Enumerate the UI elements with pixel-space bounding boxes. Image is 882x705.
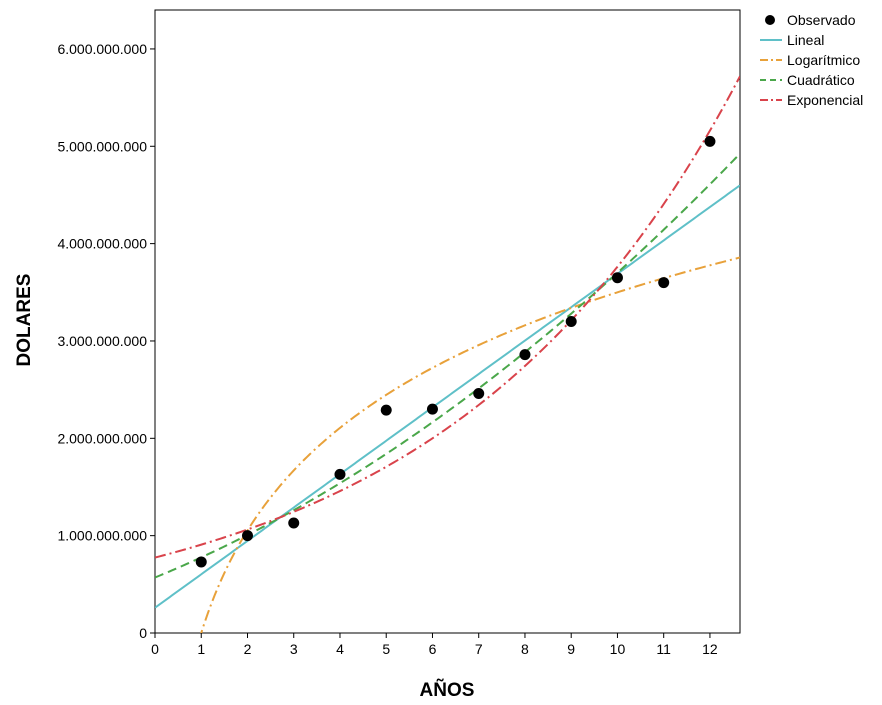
legend: Observado Lineal Logarítmico Cuadrático Expo… bbox=[760, 12, 863, 108]
x-tick-label: 2 bbox=[244, 641, 252, 657]
observed-point bbox=[658, 277, 670, 289]
x-tick-label: 9 bbox=[567, 641, 575, 657]
y-tick-label: 0 bbox=[139, 625, 147, 641]
legend-label-quadratic: Cuadrático bbox=[787, 72, 855, 88]
x-tick-label: 3 bbox=[290, 641, 298, 657]
y-tick-label: 6.000.000.000 bbox=[57, 41, 147, 57]
fit-line-quadratic bbox=[155, 152, 740, 579]
x-axis-title: AÑOS bbox=[420, 679, 475, 701]
observed-point bbox=[288, 517, 300, 529]
plot-frame bbox=[154, 9, 741, 634]
observed-point bbox=[519, 349, 531, 361]
x-tick-label: 1 bbox=[197, 641, 205, 657]
observed-point bbox=[426, 403, 438, 415]
y-tick-label: 2.000.000.000 bbox=[57, 430, 147, 446]
legend-marker-observed bbox=[765, 15, 775, 25]
x-tick-label: 4 bbox=[336, 641, 344, 657]
observed-point bbox=[473, 388, 485, 400]
x-tick-label: 8 bbox=[521, 641, 529, 657]
x-tick-label: 6 bbox=[429, 641, 437, 657]
x-tick-label: 10 bbox=[610, 641, 626, 657]
observed-point bbox=[241, 530, 253, 542]
x-tick-label: 5 bbox=[382, 641, 390, 657]
legend-label-linear: Lineal bbox=[787, 32, 824, 48]
y-axis: 0 1.000.000.000 2.000.000.000 3.000.000.000… bbox=[57, 41, 155, 641]
y-tick-label: 5.000.000.000 bbox=[57, 138, 147, 154]
observed-point bbox=[565, 316, 577, 327]
fit-line-logarithmic bbox=[200, 256, 740, 633]
x-tick-label: 0 bbox=[151, 641, 159, 657]
x-tick-label: 12 bbox=[702, 641, 718, 657]
observed-point bbox=[380, 404, 392, 416]
x-tick-label: 7 bbox=[475, 641, 483, 657]
y-tick-label: 3.000.000.000 bbox=[57, 333, 147, 349]
legend-label-logarithmic: Logarítmico bbox=[787, 52, 860, 68]
observed-point bbox=[704, 135, 716, 147]
y-axis-title: DOLARES bbox=[14, 274, 35, 367]
observed-points bbox=[195, 135, 716, 568]
plot-area bbox=[154, 9, 741, 634]
y-tick-label: 4.000.000.000 bbox=[57, 236, 147, 252]
legend-label-observed: Observado bbox=[787, 12, 856, 28]
observed-point bbox=[611, 272, 623, 284]
x-axis: 0 1 2 3 4 5 6 7 8 9 10 11 12 bbox=[151, 633, 718, 657]
observed-point bbox=[334, 468, 346, 480]
observed-point bbox=[195, 556, 207, 568]
x-tick-label: 11 bbox=[656, 641, 671, 657]
y-tick-label: 1.000.000.000 bbox=[57, 528, 147, 544]
legend-label-exponential: Exponencial bbox=[787, 92, 863, 108]
fit-line-exponential bbox=[155, 75, 740, 559]
